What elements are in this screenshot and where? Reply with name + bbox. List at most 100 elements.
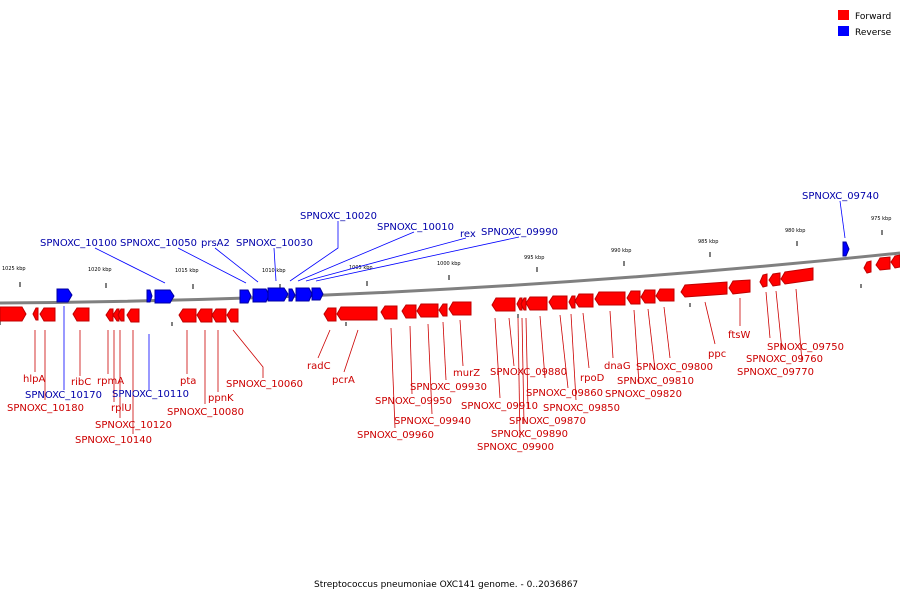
forward-gene[interactable] [525,296,548,311]
gene-label[interactable]: ribC [71,377,91,388]
gene-label[interactable]: SPNOXC_10010 [377,222,454,233]
gene-label[interactable]: SPNOXC_09960 [357,430,434,441]
forward-gene[interactable] [211,308,227,323]
gene-label[interactable]: pta [180,376,196,387]
reverse-gene[interactable] [239,289,252,304]
tick-label: 1010 kbp [262,268,286,274]
reverse-gene[interactable] [154,289,175,304]
legend-reverse-swatch [838,26,849,36]
gene-label[interactable]: rpoD [580,373,605,384]
reverse-gene[interactable] [267,287,289,302]
forward-gene[interactable] [126,308,140,323]
gene-label[interactable]: SPNOXC_10100 [40,238,117,249]
gene-label[interactable]: SPNOXC_09860 [526,388,603,399]
forward-gene[interactable] [491,297,516,312]
gene-label[interactable]: SPNOXC_09870 [509,416,586,427]
forward-gene[interactable] [655,288,675,302]
forward-gene[interactable] [196,308,213,323]
gene-label[interactable]: rplU [111,403,132,414]
forward-gene[interactable] [863,260,872,274]
forward-gene[interactable] [568,295,576,309]
forward-gene[interactable] [438,303,448,317]
gene-label[interactable]: rex [460,229,476,240]
forward-gene[interactable] [117,308,125,322]
gene-label[interactable]: SPNOXC_09930 [410,382,487,393]
forward-gene[interactable] [336,306,378,321]
gene-label[interactable]: SPNOXC_09760 [746,354,823,365]
gene-label[interactable]: SPNOXC_09890 [491,429,568,440]
forward-gene[interactable] [875,256,891,271]
forward-gene[interactable] [626,290,641,305]
forward-gene[interactable] [640,289,656,304]
gene-label[interactable]: ppnK [208,393,234,404]
forward-gene[interactable] [323,307,337,322]
forward-gene[interactable] [72,307,90,322]
reverse-leaders [63,200,846,390]
leader-line [343,329,359,373]
gene-label[interactable]: SPNOXC_09800 [636,362,713,373]
gene-label[interactable]: SPNOXC_10180 [7,403,84,414]
forward-gene[interactable] [226,308,239,323]
gene-label[interactable]: SPNOXC_09950 [375,396,452,407]
gene-label[interactable]: SPNOXC_09910 [461,401,538,412]
reverse-gene[interactable] [146,289,153,303]
leader-line [508,317,515,367]
reverse-gene[interactable] [288,288,296,302]
leader-line [289,221,339,282]
gene-label[interactable]: murZ [453,368,480,379]
gene-label[interactable]: SPNOXC_09940 [394,416,471,427]
gene-label[interactable]: SPNOXC_10120 [95,420,172,431]
gene-label[interactable]: SPNOXC_09810 [617,376,694,387]
reverse-gene[interactable] [842,241,850,257]
reverse-gene[interactable] [311,287,324,301]
forward-gene[interactable] [574,293,594,308]
gene-label[interactable]: SPNOXC_09850 [543,403,620,414]
gene-label[interactable]: SPNOXC_09990 [481,227,558,238]
forward-gene[interactable] [105,308,114,322]
forward-gene[interactable] [768,272,781,287]
gene-label[interactable]: SPNOXC_10080 [167,407,244,418]
gene-label[interactable]: SPNOXC_10030 [236,238,313,249]
leader-line [317,329,331,359]
gene-label[interactable]: SPNOXC_09770 [737,367,814,378]
reverse-gene[interactable] [56,288,73,303]
forward-gene[interactable] [32,307,39,321]
tick-label: 990 kbp [611,248,631,254]
forward-gene[interactable] [594,291,626,306]
forward-gene[interactable] [890,254,900,269]
reverse-gene[interactable] [295,287,313,302]
gene-label[interactable]: ppc [708,349,726,360]
gene-label[interactable]: prsA2 [201,238,230,249]
gene-label[interactable]: SPNOXC_09740 [802,191,879,202]
gene-label[interactable]: pcrA [332,375,355,386]
gene-label[interactable]: SPNOXC_10140 [75,435,152,446]
gene-label[interactable]: SPNOXC_10020 [300,211,377,222]
forward-gene[interactable] [548,295,568,310]
gene-label[interactable]: SPNOXC_10170 [25,390,102,401]
gene-label[interactable]: rpmA [97,376,124,387]
gene-label[interactable]: radC [307,361,331,372]
gene-label[interactable]: SPNOXC_10050 [120,238,197,249]
gene-label[interactable]: dnaG [604,361,631,372]
gene-label[interactable]: ftsW [728,330,750,341]
forward-gene[interactable] [780,267,814,285]
forward-gene[interactable] [39,307,56,322]
gene-label[interactable]: SPNOXC_10110 [112,389,189,400]
forward-gene[interactable] [401,304,417,319]
reverse-gene[interactable] [252,288,270,303]
forward-gene[interactable] [728,279,751,295]
gene-label[interactable]: SPNOXC_09750 [767,342,844,353]
forward-gene[interactable] [380,305,398,320]
gene-label[interactable]: hlpA [23,374,45,385]
tick-label: 1025 kbp [2,266,26,272]
forward-gene[interactable] [178,308,197,323]
forward-gene[interactable] [448,301,472,316]
forward-gene[interactable] [759,273,768,288]
forward-gene[interactable] [0,306,27,322]
forward-gene[interactable] [680,281,728,298]
forward-gene[interactable] [416,303,439,318]
gene-label[interactable]: SPNOXC_10060 [226,379,303,390]
gene-label[interactable]: SPNOXC_09900 [477,442,554,453]
gene-label[interactable]: SPNOXC_09820 [605,389,682,400]
gene-label[interactable]: SPNOXC_09880 [490,367,567,378]
